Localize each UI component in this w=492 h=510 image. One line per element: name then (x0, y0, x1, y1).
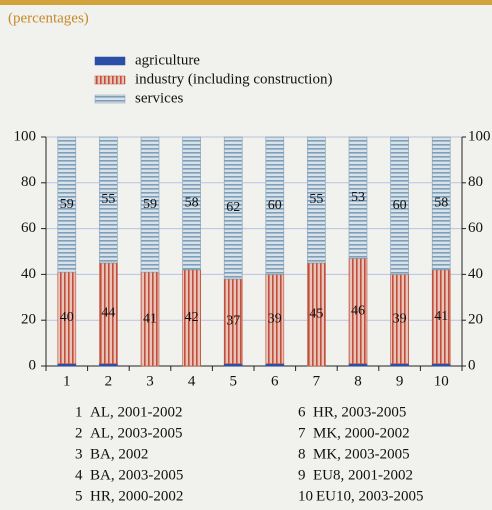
x-tick-label: 5 (229, 373, 237, 389)
note-label: MK, 2003-2005 (313, 446, 410, 462)
data-label: 55 (309, 192, 323, 207)
data-label: 62 (226, 200, 240, 215)
note-label: HR, 2003-2005 (313, 404, 406, 420)
note-label: AL, 2001-2002 (90, 404, 183, 420)
legend-swatch (94, 56, 126, 66)
note-label: MK, 2000-2002 (313, 425, 410, 441)
note-label: BA, 2002 (90, 446, 148, 462)
bar-segment (99, 363, 118, 367)
note-number: 5 (75, 488, 83, 504)
data-label: 39 (268, 311, 282, 326)
data-label: 55 (101, 192, 115, 207)
data-label: 53 (351, 190, 365, 205)
y-tick-label: 100 (14, 128, 37, 144)
x-tick-label: 10 (434, 373, 449, 389)
legend-label: services (135, 90, 183, 106)
y2-tick-label: 80 (468, 174, 483, 190)
bar-segment (265, 363, 285, 367)
chart-subtitle: (percentages) (8, 10, 89, 26)
data-label: 37 (226, 314, 240, 329)
data-label: 60 (268, 198, 282, 213)
bar-segment (307, 136, 326, 264)
data-label: 41 (143, 311, 157, 326)
note-number: 3 (75, 446, 83, 462)
note-number: 9 (298, 467, 306, 483)
data-label: 40 (60, 310, 74, 325)
legend-swatch (94, 75, 126, 85)
x-tick-label: 3 (146, 373, 154, 389)
bar-segment (390, 363, 409, 367)
bar-segment (223, 363, 243, 367)
note-label: HR, 2000-2002 (90, 488, 183, 504)
x-tick-label: 4 (188, 373, 196, 389)
note-number: 7 (298, 425, 306, 441)
note-number: 4 (75, 467, 83, 483)
bar-segment (182, 136, 201, 271)
x-tick-label: 7 (313, 373, 321, 389)
y-tick-label: 60 (21, 220, 36, 236)
note-number: 1 (75, 404, 83, 420)
y2-tick-label: 60 (468, 220, 483, 236)
bar-segment (99, 136, 118, 264)
y-tick-label: 0 (29, 357, 37, 373)
note-number: 8 (298, 446, 306, 462)
data-label: 41 (434, 309, 448, 324)
header-band (0, 0, 492, 5)
x-tick-label: 8 (354, 373, 362, 389)
y2-tick-label: 100 (468, 128, 491, 144)
note-label: EU8, 2001-2002 (313, 467, 413, 483)
bar-segment (348, 363, 368, 367)
y-tick-label: 80 (21, 174, 36, 190)
note-number: 10 (298, 488, 313, 504)
note-label: AL, 2003-2005 (90, 425, 183, 441)
note-label: EU10, 2003-2005 (316, 488, 424, 504)
legend-swatch (94, 94, 126, 104)
data-label: 44 (101, 306, 115, 321)
y-tick-label: 40 (21, 266, 36, 282)
data-label: 60 (393, 198, 407, 213)
x-tick-label: 1 (63, 373, 71, 389)
bar-segment (431, 363, 451, 367)
bar-segment (390, 136, 409, 275)
data-label: 45 (309, 307, 323, 322)
bar-segment (431, 136, 451, 271)
x-tick-label: 9 (396, 373, 404, 389)
bar-segment (57, 136, 77, 273)
data-label: 39 (393, 311, 407, 326)
y2-tick-label: 40 (468, 266, 483, 282)
y2-tick-label: 0 (468, 357, 476, 373)
data-label: 58 (434, 196, 448, 211)
bar-segment (140, 136, 160, 273)
note-number: 2 (75, 425, 83, 441)
data-label: 58 (185, 196, 199, 211)
data-label: 46 (351, 303, 365, 318)
bar-segment (348, 136, 368, 259)
data-label: 59 (143, 197, 157, 212)
y2-tick-label: 20 (468, 312, 483, 328)
x-tick-label: 6 (271, 373, 279, 389)
note-label: BA, 2003-2005 (90, 467, 183, 483)
data-label: 42 (185, 310, 199, 325)
note-number: 6 (298, 404, 306, 420)
x-tick-label: 2 (105, 373, 113, 389)
y-tick-label: 20 (21, 312, 36, 328)
bar-segment (265, 136, 285, 275)
bar-segment (57, 363, 77, 367)
data-label: 59 (60, 197, 74, 212)
legend-label: industry (including construction) (135, 71, 332, 87)
bar-segment (223, 136, 243, 280)
legend-label: agriculture (135, 52, 200, 68)
